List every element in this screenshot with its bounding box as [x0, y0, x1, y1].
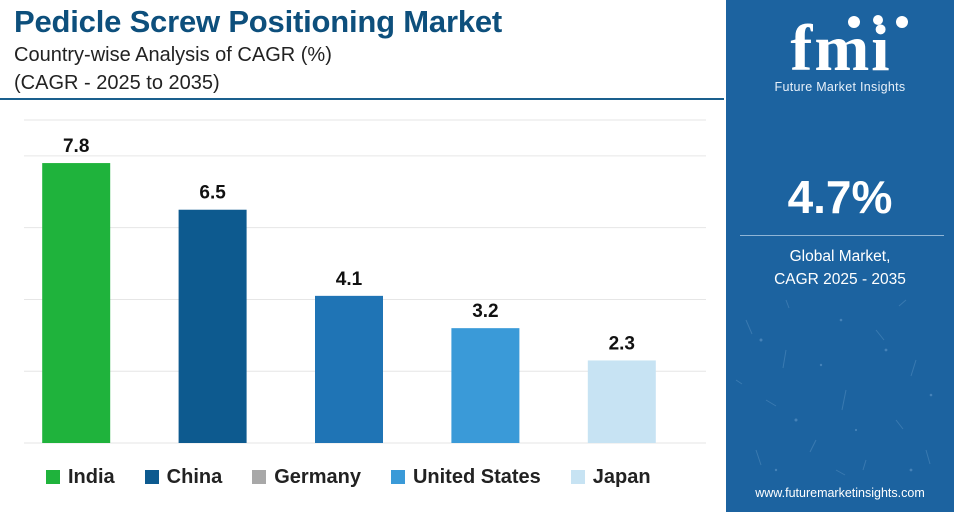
legend-item: Germany	[252, 466, 361, 489]
logo-dot-icon	[848, 16, 860, 28]
bar-germany	[315, 295, 383, 443]
fmi-logo: fmi	[790, 12, 908, 85]
data-label: 4.1	[336, 269, 363, 290]
legend-swatch	[390, 470, 405, 484]
data-label: 6.5	[199, 183, 226, 204]
legend-item: Japan	[570, 465, 651, 489]
bar-united-states	[451, 328, 520, 443]
global-cagr-label: Global Market,	[789, 248, 891, 265]
logo-dot-icon	[896, 16, 908, 28]
page-subtitle-period: (CAGR - 2025 to 2035)	[14, 72, 220, 94]
title-divider	[0, 98, 724, 100]
legend-label: Germany	[274, 465, 361, 488]
page-subtitle: Country-wise Analysis of CAGR (%)	[14, 44, 332, 66]
legend-item: China	[144, 465, 223, 489]
legend-label: United States	[412, 465, 541, 488]
panel-texture	[735, 299, 933, 476]
data-label: 2.3	[609, 333, 635, 354]
bar-india	[42, 163, 111, 444]
panel-divider	[740, 235, 944, 236]
legend-swatch	[252, 470, 267, 484]
chart-area: Pedicle Screw Positioning Market Country…	[0, 4, 724, 492]
fmi-logo-text: fmi	[790, 12, 891, 85]
legend-swatch	[46, 470, 60, 484]
bar-china	[178, 209, 247, 443]
legend-label: India	[68, 465, 115, 488]
logo-dot-icon	[873, 15, 883, 25]
legend-swatch	[144, 470, 159, 484]
data-label: 7.8	[63, 136, 89, 157]
legend-item: United States	[390, 465, 541, 489]
data-label: 3.2	[472, 301, 498, 322]
bar-chart: 7.8 6.5 4.1 3.2 2.3	[24, 119, 706, 444]
global-cagr-period: CAGR 2025 - 2035	[774, 271, 906, 288]
chart-legend: India China Germany United States Japan	[46, 462, 716, 492]
logo-subtitle: Future Market Insights	[774, 80, 906, 94]
summary-panel: fmi Future Market Insights 4.7% Global M…	[726, 0, 954, 512]
bar-japan	[587, 360, 656, 443]
legend-item: India	[46, 466, 115, 489]
website-link[interactable]: www.futuremarketinsights.com	[755, 486, 925, 500]
page-title: Pedicle Screw Positioning Market	[14, 4, 503, 39]
legend-label: China	[166, 465, 223, 488]
legend-label: Japan	[592, 465, 651, 488]
legend-swatch	[570, 470, 585, 484]
global-cagr-value: 4.7%	[787, 171, 893, 223]
